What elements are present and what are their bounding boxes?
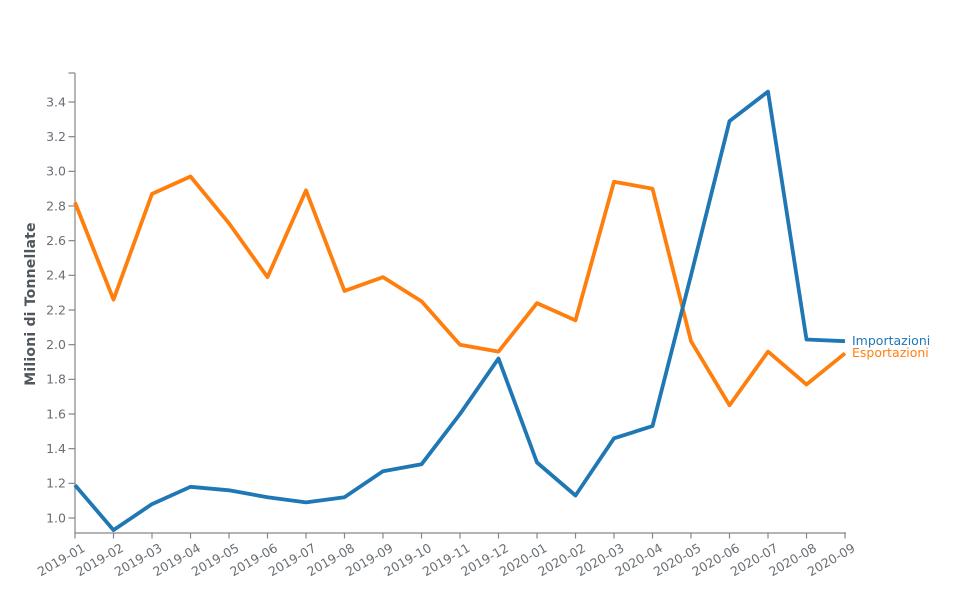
esportazioni-line bbox=[73, 174, 847, 408]
y-tick-label: 2.0 bbox=[46, 337, 66, 352]
y-tick-label: 3.4 bbox=[46, 94, 66, 109]
y-tick-label: 2.2 bbox=[46, 302, 66, 317]
y-tick-label: 1.2 bbox=[46, 476, 66, 491]
y-tick-label: 1.4 bbox=[46, 441, 66, 456]
y-tick-label: 1.8 bbox=[46, 372, 66, 387]
axis-spines bbox=[74, 73, 846, 534]
y-tick-label: 3.0 bbox=[46, 164, 66, 179]
y-axis-title: Milioni di Tonnellate bbox=[23, 222, 39, 386]
y-tick-label: 1.6 bbox=[46, 406, 66, 421]
y-tick-label: 1.0 bbox=[46, 510, 66, 525]
y-tick-label: 2.6 bbox=[46, 233, 66, 248]
legend-label-esportazioni: Esportazioni bbox=[852, 345, 929, 360]
importazioni-line bbox=[73, 89, 846, 532]
y-tick-label: 2.4 bbox=[46, 268, 66, 283]
legend-label-importazioni: Importazioni bbox=[852, 333, 931, 348]
y-tick-label: 2.8 bbox=[46, 198, 66, 213]
y-tick-label: 3.2 bbox=[46, 129, 66, 144]
